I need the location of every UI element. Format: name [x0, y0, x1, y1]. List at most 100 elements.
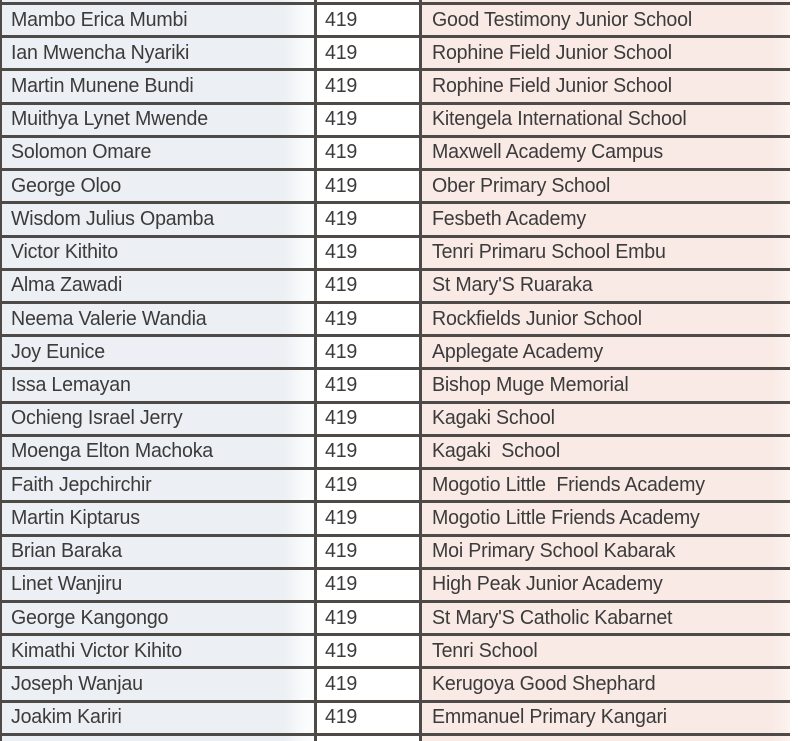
- marks-value: 419: [325, 506, 358, 529]
- marks-value: 419: [325, 8, 358, 31]
- marks-value: 419: [325, 75, 358, 98]
- school-cell: Kerugoya Good Shephard: [419, 669, 790, 700]
- school-cell: Maxwell Academy Campus: [419, 137, 790, 169]
- marks-value: 419: [325, 41, 358, 64]
- school-cell: Emmanuel Primary Kangari: [419, 702, 790, 733]
- marks-value: 419: [325, 639, 358, 662]
- marks-value: 419: [325, 573, 358, 596]
- school-name: Moi Primary School Kabarak: [432, 540, 676, 563]
- table-row: Joy Eunice 419 Applegate Academy: [0, 337, 790, 371]
- marks-value: 419: [325, 440, 358, 463]
- marks-cell: 419: [314, 669, 419, 700]
- school-cell: St Mary'S Catholic Kabarnet: [419, 602, 790, 634]
- school-name: Tenri Primaru School Embu: [432, 241, 666, 264]
- marks-value: 419: [325, 108, 358, 131]
- student-name: Martin Munene Bundi: [11, 75, 194, 98]
- marks-value: 419: [325, 606, 358, 629]
- marks-cell: 419: [314, 370, 419, 401]
- partial-row-bottom: [0, 735, 790, 741]
- school-cell: Ober Primary School: [419, 171, 790, 202]
- student-name-cell: Neema Valerie Wandia: [0, 303, 314, 335]
- school-name: Good Testimony Junior School: [432, 8, 692, 31]
- student-name-cell: Martin Kiptarus: [0, 503, 314, 534]
- student-name: Joseph Wanjau: [11, 672, 143, 695]
- marks-cell: 419: [314, 38, 419, 69]
- marks-cell: 419: [314, 5, 419, 36]
- marks-value: 419: [325, 340, 358, 363]
- table-row: Moenga Elton Machoka 419 Kagaki School: [0, 436, 790, 471]
- school-name: Ober Primary School: [432, 174, 611, 197]
- student-name-cell: Faith Jepchirchir: [0, 470, 314, 501]
- student-name-cell: Joseph Wanjau: [0, 669, 314, 700]
- table-row: Mambo Erica Mumbi 419 Good Testimony Jun…: [0, 5, 790, 39]
- marks-cell: 419: [314, 137, 419, 169]
- table-row: Issa Lemayan 419 Bishop Muge Memorial: [0, 370, 790, 404]
- school-cell: Tenri Primaru School Embu: [419, 237, 790, 268]
- school-name: Rophine Field Junior School: [432, 41, 672, 64]
- marks-cell: 419: [314, 702, 419, 733]
- student-name-cell: Moenga Elton Machoka: [0, 436, 314, 468]
- student-name-cell: [0, 0, 314, 2]
- table-row: Linet Wanjiru 419 High Peak Junior Acade…: [0, 569, 790, 603]
- school-name: Bishop Muge Memorial: [432, 374, 629, 397]
- school-name: High Peak Junior Academy: [432, 573, 663, 596]
- marks-cell: 419: [314, 536, 419, 567]
- student-name: Joy Eunice: [11, 340, 105, 363]
- school-name: Emmanuel Primary Kangari: [432, 706, 667, 729]
- table-row: Martin Munene Bundi 419 Rophine Field Ju…: [0, 71, 790, 105]
- table-body: Mambo Erica Mumbi 419 Good Testimony Jun…: [0, 5, 790, 736]
- marks-value: 419: [325, 540, 358, 563]
- student-name-cell: Solomon Omare: [0, 137, 314, 169]
- school-name: Tenri School: [432, 639, 538, 662]
- partial-row-top: [0, 0, 790, 5]
- table-row: Joakim Kariri 419 Emmanuel Primary Kanga…: [0, 702, 790, 736]
- student-name: Brian Baraka: [11, 540, 122, 563]
- school-name: Kitengela International School: [432, 108, 687, 131]
- marks-value: 419: [325, 307, 358, 330]
- school-cell: Kitengela International School: [419, 104, 790, 135]
- marks-cell: 419: [314, 204, 419, 235]
- school-name: Kagaki School: [432, 407, 555, 430]
- student-name-cell: Victor Kithito: [0, 237, 314, 268]
- student-name: Victor Kithito: [11, 241, 118, 264]
- student-name: Mambo Erica Mumbi: [11, 8, 188, 31]
- marks-value: 419: [325, 274, 358, 297]
- school-cell: [419, 0, 790, 2]
- table-row: Martin Kiptarus 419 Mogotio Little Frien…: [0, 503, 790, 537]
- school-cell: Moi Primary School Kabarak: [419, 536, 790, 567]
- student-name-cell: Brian Baraka: [0, 536, 314, 567]
- school-cell: [419, 735, 790, 741]
- student-name: Wisdom Julius Opamba: [11, 207, 215, 230]
- school-name: St Mary'S Catholic Kabarnet: [432, 606, 673, 629]
- school-cell: Bishop Muge Memorial: [419, 370, 790, 401]
- school-cell: Rophine Field Junior School: [419, 38, 790, 69]
- student-name: George Oloo: [11, 174, 122, 197]
- marks-value: 419: [325, 473, 358, 496]
- marks-cell: 419: [314, 171, 419, 202]
- marks-value: 419: [325, 141, 358, 164]
- school-cell: Kagaki School: [419, 403, 790, 434]
- student-name-cell: Linet Wanjiru: [0, 569, 314, 600]
- school-cell: St Mary'S Ruaraka: [419, 270, 790, 301]
- student-name: Martin Kiptarus: [11, 506, 140, 529]
- student-name: Issa Lemayan: [11, 374, 131, 397]
- school-cell: Applegate Academy: [419, 337, 790, 368]
- student-name: Faith Jepchirchir: [11, 473, 152, 496]
- table-row: Faith Jepchirchir 419 Mogotio Little Fri…: [0, 470, 790, 504]
- table-row: Ochieng Israel Jerry 419 Kagaki School: [0, 403, 790, 437]
- table-row: Muithya Lynet Mwende 419 Kitengela Inter…: [0, 104, 790, 138]
- school-name: Applegate Academy: [432, 340, 604, 363]
- marks-value: 419: [325, 174, 358, 197]
- marks-cell: [314, 735, 419, 741]
- student-name: Muithya Lynet Mwende: [11, 108, 208, 131]
- marks-value: 419: [325, 374, 358, 397]
- marks-cell: 419: [314, 503, 419, 534]
- school-name: Rophine Field Junior School: [432, 75, 672, 98]
- student-name-cell: [0, 735, 314, 741]
- student-name-cell: Issa Lemayan: [0, 370, 314, 401]
- student-name: Neema Valerie Wandia: [11, 307, 207, 330]
- student-name: George Kangongo: [11, 606, 169, 629]
- marks-cell: 419: [314, 237, 419, 268]
- school-name: Kerugoya Good Shephard: [432, 672, 656, 695]
- school-name: St Mary'S Ruaraka: [432, 274, 593, 297]
